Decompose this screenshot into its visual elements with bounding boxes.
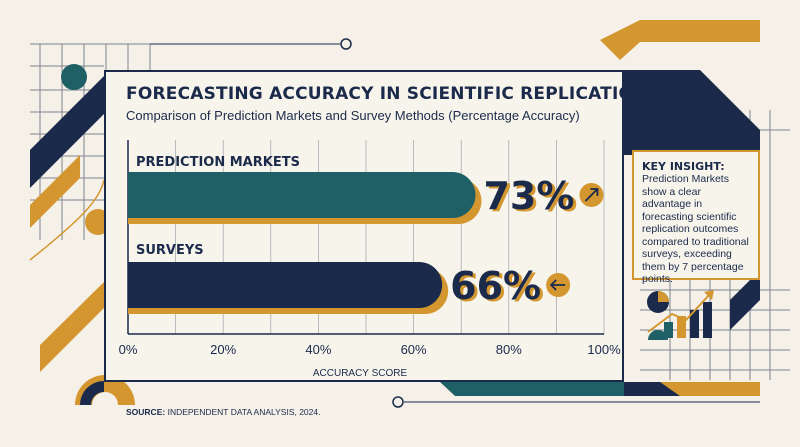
x-tick-label: 60% <box>401 342 427 357</box>
x-tick-label: 0% <box>119 342 138 357</box>
arrow-up-right-icon <box>584 188 599 202</box>
source-note: SOURCE: INDEPENDENT DATA ANALYSIS, 2024. <box>126 407 320 417</box>
value-label: 66% <box>450 264 541 308</box>
x-tick-label: 100% <box>587 342 621 357</box>
source-text: INDEPENDENT DATA ANALYSIS, 2024. <box>167 407 321 417</box>
source-label: SOURCE: <box>126 407 166 417</box>
navy-quarter-ring <box>80 381 104 405</box>
value-label: 73% <box>483 174 574 218</box>
bar <box>128 172 476 218</box>
x-tick-label: 20% <box>210 342 236 357</box>
insight-body: Prediction Markets show a clear advantag… <box>642 173 749 285</box>
mustard-diagonal-stripe <box>30 155 80 228</box>
connector-node-bottom <box>392 396 404 408</box>
category-label: PREDICTION MARKETS <box>136 155 300 170</box>
x-tick-label: 80% <box>496 342 522 357</box>
key-insight-box: KEY INSIGHT: Prediction Markets show a c… <box>632 150 760 285</box>
teal-circle <box>61 64 87 90</box>
connector-node-top <box>340 38 352 50</box>
arrow-left-icon <box>549 279 566 291</box>
mustard-band <box>660 382 760 396</box>
category-label: SURVEYS <box>136 243 204 258</box>
navy-corner-shape <box>624 70 760 155</box>
bar <box>128 262 443 308</box>
chart-title: FORECASTING ACCURACY IN SCIENTIFIC REPLI… <box>126 84 648 104</box>
chart-card <box>104 70 624 382</box>
chart-subtitle: Comparison of Prediction Markets and Sur… <box>126 108 580 123</box>
mustard-diagonal-lower <box>40 282 104 372</box>
analytics-icon <box>647 290 714 340</box>
value-label-shadow: 66% <box>453 266 544 310</box>
x-tick-label: 40% <box>305 342 331 357</box>
insight-title: KEY INSIGHT: <box>642 160 725 173</box>
teal-band <box>440 382 624 396</box>
value-label-shadow: 73% <box>486 176 577 220</box>
x-axis-title: ACCURACY SCORE <box>313 368 408 379</box>
mustard-corner-shape <box>600 20 760 60</box>
